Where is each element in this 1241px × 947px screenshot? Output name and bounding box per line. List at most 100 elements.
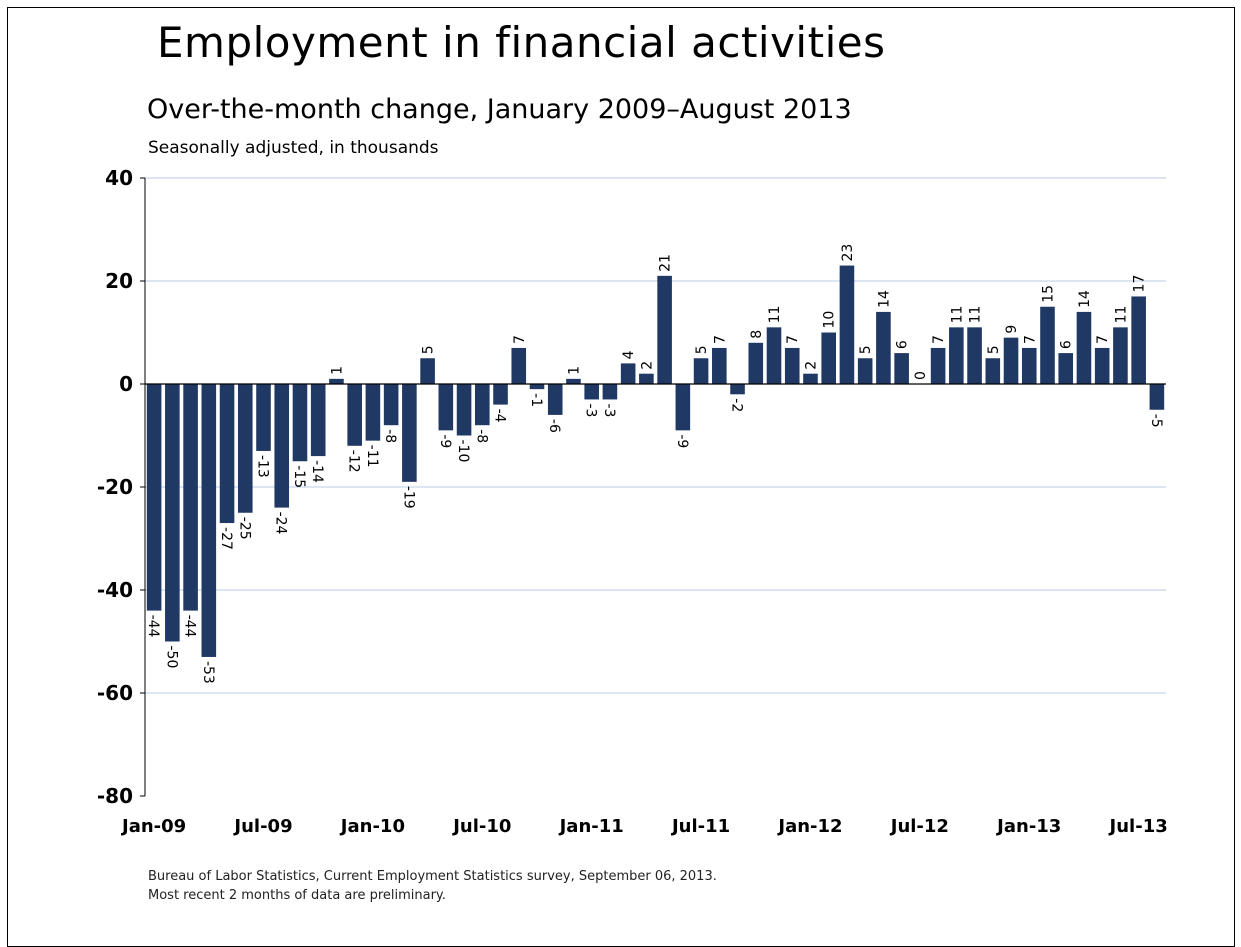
data-label: -13 xyxy=(255,455,271,478)
chart-subtitle: Over-the-month change, January 2009–Augu… xyxy=(147,94,852,125)
data-label: -25 xyxy=(236,517,252,540)
data-label: 11 xyxy=(1113,306,1129,324)
data-label: -9 xyxy=(674,434,690,448)
data-label: -11 xyxy=(364,445,380,468)
data-label: 6 xyxy=(895,340,911,349)
bar xyxy=(730,384,745,395)
x-tick-label: Jul-10 xyxy=(451,816,511,837)
bar xyxy=(146,384,162,611)
data-label: -9 xyxy=(437,434,453,448)
bar xyxy=(456,384,472,436)
data-label: 7 xyxy=(1022,335,1038,344)
bar xyxy=(1076,311,1092,384)
data-label: -3 xyxy=(601,403,617,417)
bar xyxy=(620,363,636,384)
data-label: 5 xyxy=(986,345,1002,354)
data-label: 5 xyxy=(858,345,874,354)
bar xyxy=(292,384,308,462)
data-label: 7 xyxy=(512,335,528,344)
x-tick-label: Jan-11 xyxy=(558,816,624,837)
data-label: 4 xyxy=(621,350,637,359)
y-tick-label: -20 xyxy=(97,475,133,499)
bar xyxy=(1094,347,1110,384)
bar xyxy=(1149,384,1165,410)
bar xyxy=(256,384,271,451)
bar xyxy=(183,384,198,611)
bar xyxy=(1058,353,1074,384)
y-tick-label: 40 xyxy=(105,166,133,190)
bar xyxy=(894,353,909,384)
data-label: 5 xyxy=(694,345,710,354)
data-label: -3 xyxy=(583,403,599,417)
bar xyxy=(529,384,545,390)
bar xyxy=(310,384,326,457)
bar xyxy=(329,378,344,384)
data-label: -8 xyxy=(473,429,489,443)
data-label: 17 xyxy=(1132,275,1148,293)
bar xyxy=(748,342,764,384)
bar xyxy=(165,384,180,642)
bar xyxy=(547,384,563,415)
x-tick-label: Jan-12 xyxy=(776,816,842,837)
bar xyxy=(365,384,381,441)
bar xyxy=(438,384,454,431)
data-label: -4 xyxy=(492,409,508,423)
bar xyxy=(420,358,435,384)
data-label: -44 xyxy=(145,615,161,638)
bar xyxy=(237,384,253,513)
bar xyxy=(475,384,490,426)
chart-title: Employment in financial activities xyxy=(157,18,886,67)
bar xyxy=(839,265,855,384)
data-label: -53 xyxy=(200,661,216,684)
x-tick-label: Jan-13 xyxy=(995,816,1061,837)
source-note: Bureau of Labor Statistics, Current Empl… xyxy=(148,869,717,884)
bar xyxy=(675,384,691,431)
bar xyxy=(566,378,581,384)
bar xyxy=(584,384,599,400)
data-label: -12 xyxy=(346,450,362,473)
bar xyxy=(857,358,873,384)
data-label: -19 xyxy=(400,486,416,509)
data-label: 14 xyxy=(1077,290,1093,308)
bar xyxy=(693,358,709,384)
bar xyxy=(1131,296,1146,384)
data-label: -44 xyxy=(182,615,198,638)
data-label: 21 xyxy=(658,254,674,272)
data-label: -8 xyxy=(382,429,398,443)
x-tick-label: Jul-11 xyxy=(670,816,730,837)
bar xyxy=(383,384,399,426)
data-label: -1 xyxy=(528,393,544,407)
x-tick-label: Jan-10 xyxy=(339,816,405,837)
bar xyxy=(766,327,782,384)
bar xyxy=(347,384,362,446)
preliminary-note: Most recent 2 months of data are prelimi… xyxy=(148,888,446,903)
bar xyxy=(493,384,508,405)
data-label: 9 xyxy=(1004,325,1020,334)
bar xyxy=(1021,347,1037,384)
bar xyxy=(930,347,946,384)
units-note: Seasonally adjusted, in thousands xyxy=(148,138,439,158)
bar xyxy=(602,384,618,400)
data-label: 1 xyxy=(329,366,345,375)
data-label: 11 xyxy=(968,306,984,324)
data-label: -10 xyxy=(455,440,471,463)
bar xyxy=(803,373,818,384)
x-tick-label: Jul-12 xyxy=(889,816,949,837)
data-label: 7 xyxy=(785,335,801,344)
data-label: -2 xyxy=(729,398,745,412)
data-label: -14 xyxy=(309,460,325,483)
data-label: -50 xyxy=(163,646,179,669)
data-label: 1 xyxy=(566,366,582,375)
x-tick-label: Jan-09 xyxy=(120,816,186,837)
data-label: 23 xyxy=(840,244,856,262)
data-label: 6 xyxy=(1059,340,1075,349)
bar xyxy=(1113,327,1128,384)
bar xyxy=(821,332,836,384)
data-label: 7 xyxy=(1095,335,1111,344)
data-label: -5 xyxy=(1148,414,1164,428)
data-label: 7 xyxy=(931,335,947,344)
bar xyxy=(219,384,235,524)
bar xyxy=(985,358,1001,384)
data-label: 11 xyxy=(767,306,783,324)
data-label: 5 xyxy=(421,345,437,354)
